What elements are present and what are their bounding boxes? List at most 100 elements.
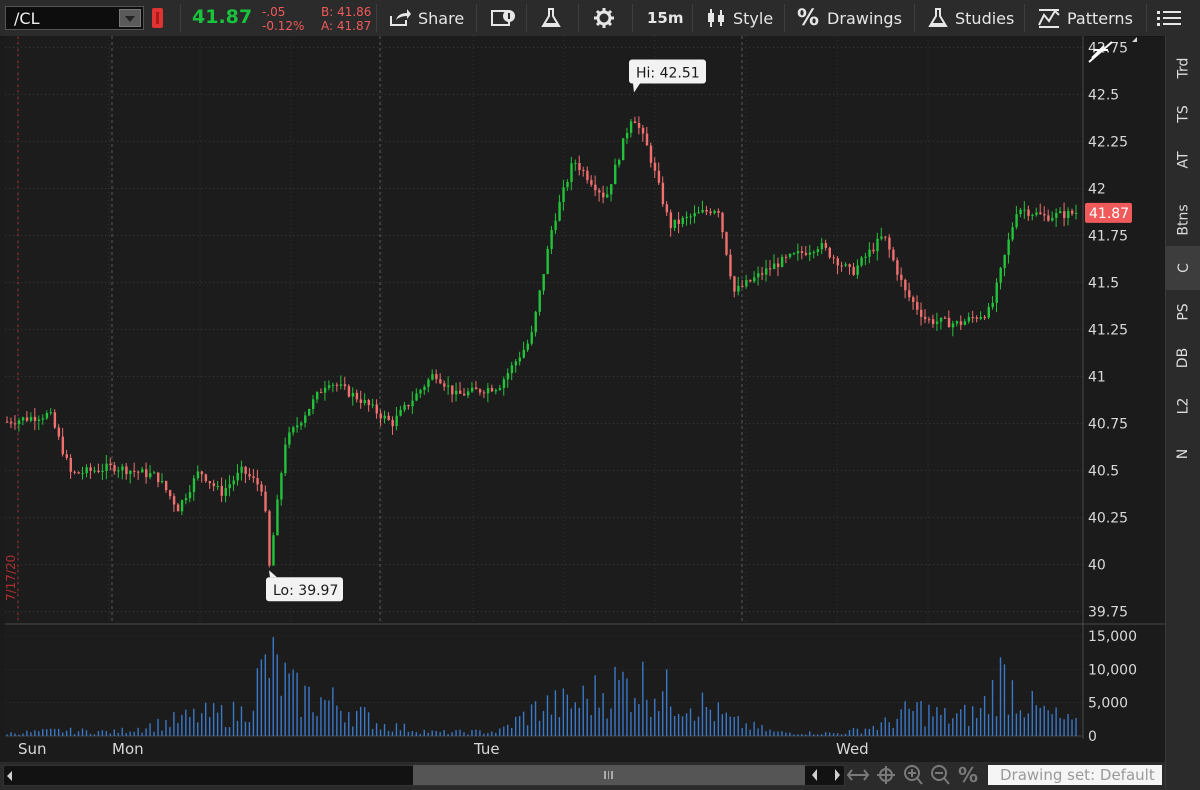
crosshair-icon[interactable] xyxy=(877,766,895,784)
candle-body xyxy=(542,274,544,291)
candle-body xyxy=(761,273,763,274)
panel-tab-n[interactable]: N xyxy=(1166,432,1200,476)
candle-body xyxy=(117,470,119,471)
aggregation-selector[interactable]: 15m xyxy=(647,0,684,36)
candle-body xyxy=(376,405,378,414)
price-chart[interactable]: 42.75 42.5 42.25 42 41.75 41.5 41.25 41 40.75 40.… xyxy=(0,36,1165,762)
symbol-dropdown-button[interactable] xyxy=(119,9,141,27)
panel-tab-ps[interactable]: PS xyxy=(1166,290,1200,334)
candle-body xyxy=(801,251,803,253)
panel-tab-ts[interactable]: TS xyxy=(1166,92,1200,136)
scroll-back-icon[interactable] xyxy=(812,769,817,781)
candle-body xyxy=(1071,211,1073,214)
panel-tab-btns[interactable]: Btns xyxy=(1166,198,1200,242)
share-button[interactable]: Share xyxy=(388,0,464,36)
symbol-selector[interactable]: /CL xyxy=(5,6,144,30)
candle-body xyxy=(93,471,95,472)
candle-body xyxy=(312,399,314,409)
toolbar-divider xyxy=(1146,4,1147,32)
candle-body xyxy=(471,388,473,392)
zoom-tools: % xyxy=(846,764,986,786)
patterns-menu[interactable]: Patterns xyxy=(1037,0,1133,36)
strategy-flask-button[interactable] xyxy=(540,0,562,36)
candle-body xyxy=(320,392,322,393)
candle-body xyxy=(896,260,898,275)
candle-body xyxy=(999,268,1001,283)
scroll-forward-icon[interactable] xyxy=(835,769,840,781)
candle-body xyxy=(928,319,930,320)
panel-tab-label: N xyxy=(1175,449,1191,459)
candle-body xyxy=(340,384,342,385)
menu-button[interactable] xyxy=(1156,0,1182,36)
candle-body xyxy=(459,391,461,394)
candle-body xyxy=(495,390,497,391)
settings-button[interactable] xyxy=(592,0,616,36)
panel-tab-at[interactable]: AT xyxy=(1166,138,1200,182)
toolbar-divider xyxy=(1024,4,1025,32)
candle-body xyxy=(972,317,974,318)
price-tick-label: 40 xyxy=(1088,558,1106,574)
candle-body xyxy=(515,361,517,365)
panel-tab-db[interactable]: DB xyxy=(1166,336,1200,380)
candle-body xyxy=(431,374,433,380)
style-menu[interactable]: Style xyxy=(705,0,773,36)
zoom-in-icon[interactable] xyxy=(905,766,922,784)
panel-tab-trd[interactable]: Trd xyxy=(1166,46,1200,90)
scroll-left-icon[interactable] xyxy=(6,770,14,782)
candle-body xyxy=(805,253,807,255)
day-label: Wed xyxy=(836,740,869,758)
candle-body xyxy=(419,390,421,393)
candle-body xyxy=(380,413,382,418)
studies-menu[interactable]: Studies xyxy=(927,0,1014,36)
candle-body xyxy=(248,474,250,476)
zoom-out-icon[interactable] xyxy=(932,766,949,784)
panel-tab-label: L2 xyxy=(1176,398,1192,415)
symbol-text[interactable]: /CL xyxy=(14,9,39,28)
drawings-label: Drawings xyxy=(827,9,902,28)
candle-body xyxy=(773,264,775,270)
toolbar-divider xyxy=(578,4,579,32)
candle-body xyxy=(34,417,36,421)
candle-body xyxy=(137,472,139,473)
candle-body xyxy=(682,218,684,224)
candle-body xyxy=(26,417,28,420)
candle-body xyxy=(348,386,350,396)
panel-tab-l2[interactable]: L2 xyxy=(1166,384,1200,428)
candle-body xyxy=(562,187,564,202)
alert-icon[interactable] xyxy=(152,8,163,28)
candle-body xyxy=(765,268,767,274)
candle-body xyxy=(670,212,672,228)
candle-body xyxy=(62,437,64,455)
candle-body xyxy=(940,318,942,322)
drawings-menu[interactable]: % Drawings xyxy=(797,0,902,36)
candle-body xyxy=(920,310,922,317)
panel-tab-c[interactable]: C xyxy=(1166,246,1200,290)
candle-body xyxy=(725,232,727,255)
candle-body xyxy=(197,471,199,478)
candle-body xyxy=(550,230,552,249)
candle-body xyxy=(22,417,24,420)
candle-body xyxy=(105,464,107,471)
candle-body xyxy=(399,410,401,416)
candle-body xyxy=(260,484,262,491)
candle-body xyxy=(121,466,123,470)
volume-tick-label: 10,000 xyxy=(1088,662,1137,678)
candle-body xyxy=(654,163,656,171)
expand-horizontal-icon[interactable] xyxy=(848,770,868,780)
last-price: 41.87 xyxy=(192,6,252,28)
candle-body xyxy=(292,427,294,432)
percent-scale-icon[interactable]: % xyxy=(958,764,978,786)
candle-body xyxy=(678,220,680,224)
candle-body xyxy=(630,121,632,133)
candle-body xyxy=(395,416,397,426)
candle-body xyxy=(777,264,779,267)
price-tick-label: 42.75 xyxy=(1088,40,1128,56)
candle-body xyxy=(705,210,707,212)
candle-body xyxy=(1035,212,1037,214)
candle-body xyxy=(880,237,882,239)
drawing-set-selector[interactable]: Drawing set: Default xyxy=(988,765,1162,785)
chart-settings-button[interactable] xyxy=(490,0,516,36)
candle-body xyxy=(622,138,624,160)
top-toolbar: /CL 41.87 -.05 -0.12% B: 41.86 A: 41.87 … xyxy=(0,0,1200,37)
candle-body xyxy=(1047,215,1049,220)
